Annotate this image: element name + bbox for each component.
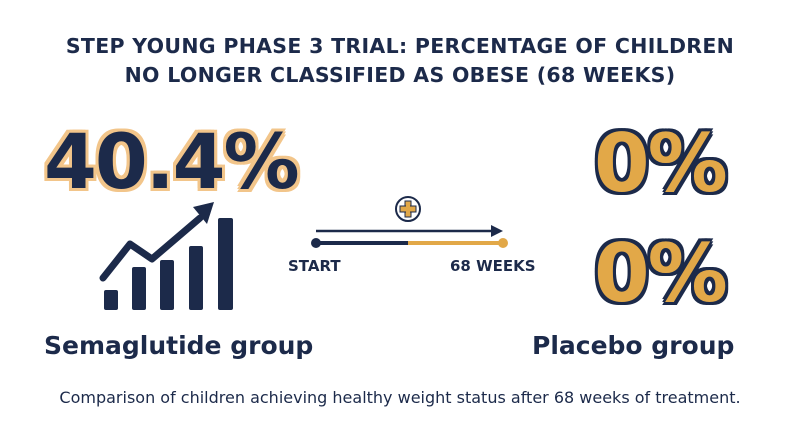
timeline-start-dot bbox=[311, 238, 321, 248]
icon-bar-2 bbox=[132, 267, 146, 310]
timeline-arrowhead bbox=[491, 225, 503, 237]
timeline-end-dot bbox=[498, 238, 508, 248]
icon-bar-1 bbox=[104, 290, 118, 310]
icon-bar-5 bbox=[218, 218, 233, 310]
placebo-value-1: 0% bbox=[594, 117, 728, 210]
medical-cross-icon bbox=[395, 196, 421, 222]
icon-trend-line bbox=[99, 214, 204, 282]
timeline-end-label: 68 WEEKS bbox=[450, 257, 536, 275]
title-line-2: NO LONGER CLASSIFIED AS OBESE (68 WEEKS) bbox=[124, 63, 676, 87]
chart-title: STEP YOUNG PHASE 3 TRIAL: PERCENTAGE OF … bbox=[0, 32, 800, 90]
semaglutide-value: 40.4% bbox=[44, 117, 300, 206]
placebo-group-label: Placebo group bbox=[532, 331, 735, 360]
title-line-1: STEP YOUNG PHASE 3 TRIAL: PERCENTAGE OF … bbox=[65, 34, 735, 58]
bar-chart-growth-icon bbox=[99, 202, 233, 310]
icon-bar-3 bbox=[160, 260, 174, 310]
chart-caption: Comparison of children achieving healthy… bbox=[59, 388, 741, 407]
placebo-value-2: 0% bbox=[594, 227, 728, 320]
icon-trend-arrowhead bbox=[193, 202, 214, 224]
icon-bar-4 bbox=[189, 246, 203, 310]
semaglutide-group-label: Semaglutide group bbox=[44, 331, 314, 360]
timeline-start-label: START bbox=[288, 257, 341, 275]
timeline bbox=[311, 225, 508, 248]
